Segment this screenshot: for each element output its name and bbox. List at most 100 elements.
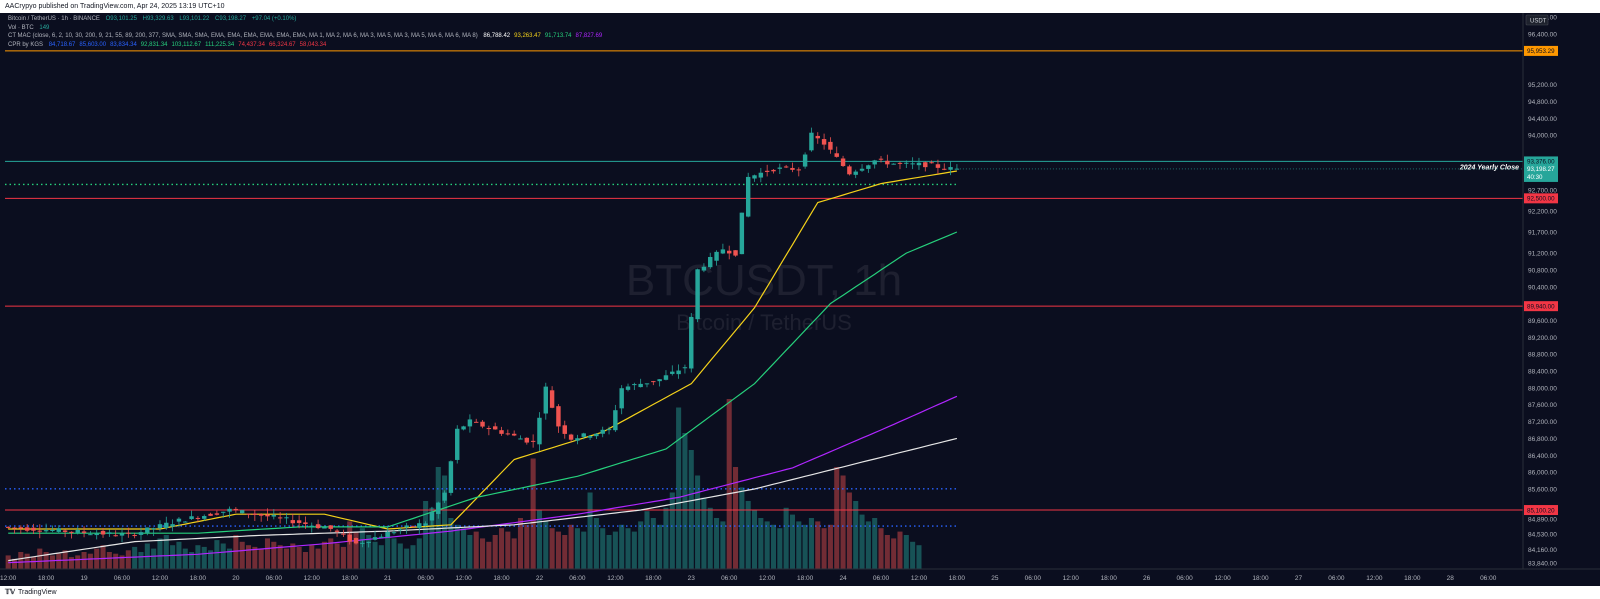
candle-body[interactable] bbox=[341, 533, 346, 535]
candle-body[interactable] bbox=[549, 390, 555, 408]
candle-body[interactable] bbox=[790, 167, 795, 170]
candle-body[interactable] bbox=[720, 249, 726, 254]
legend-mac-label[interactable]: CT MAC (close, 6, 2, 10, 30, 200, 9, 21,… bbox=[8, 33, 478, 39]
candle-body[interactable] bbox=[714, 251, 719, 261]
candle-body[interactable] bbox=[910, 163, 915, 165]
candle-body[interactable] bbox=[31, 527, 36, 531]
candle-body[interactable] bbox=[239, 510, 245, 514]
candle-body[interactable] bbox=[100, 530, 106, 535]
candle-body[interactable] bbox=[847, 166, 852, 175]
candle-body[interactable] bbox=[828, 141, 833, 150]
price-axis[interactable] bbox=[1523, 13, 1600, 586]
candle-body[interactable] bbox=[113, 535, 118, 537]
candle-body[interactable] bbox=[701, 266, 707, 271]
candle-body[interactable] bbox=[220, 511, 226, 513]
candle-body[interactable] bbox=[676, 370, 681, 375]
candle-body[interactable] bbox=[625, 386, 631, 390]
candle-body[interactable] bbox=[537, 417, 542, 445]
candle-body[interactable] bbox=[315, 524, 321, 529]
price-chart[interactable]: BTCUSDT, 1h Bitcoin / TetherUS 2024 Yearly… bbox=[0, 13, 1600, 586]
candle-body[interactable] bbox=[309, 525, 314, 527]
currency-selector[interactable] bbox=[1525, 14, 1549, 26]
candle-body[interactable] bbox=[885, 160, 890, 165]
candle-body[interactable] bbox=[189, 516, 194, 520]
candle-body[interactable] bbox=[404, 525, 409, 528]
candle-body[interactable] bbox=[138, 532, 144, 535]
candle-body[interactable] bbox=[651, 381, 656, 383]
candle-body[interactable] bbox=[815, 135, 820, 139]
candle-body[interactable] bbox=[208, 513, 213, 516]
candle-body[interactable] bbox=[271, 515, 277, 517]
candle-body[interactable] bbox=[195, 517, 201, 519]
currency-label[interactable]: USDT bbox=[1530, 19, 1547, 25]
candle-body[interactable] bbox=[524, 437, 530, 443]
candle-body[interactable] bbox=[24, 527, 30, 531]
candle-body[interactable] bbox=[556, 406, 561, 427]
candle-body[interactable] bbox=[81, 531, 87, 533]
candle-body[interactable] bbox=[878, 158, 884, 160]
candle-body[interactable] bbox=[214, 513, 220, 515]
candle-body[interactable] bbox=[802, 154, 808, 167]
candle-body[interactable] bbox=[904, 162, 909, 164]
candle-body[interactable] bbox=[923, 162, 928, 168]
candle-body[interactable] bbox=[752, 175, 757, 179]
legend-cpr-label[interactable]: CPR by KGS bbox=[8, 42, 44, 48]
candle-body[interactable] bbox=[366, 541, 371, 543]
candle-body[interactable] bbox=[505, 433, 511, 435]
candle-body[interactable] bbox=[62, 530, 68, 532]
candle-body[interactable] bbox=[581, 433, 586, 437]
candle-body[interactable] bbox=[176, 518, 182, 522]
candle-body[interactable] bbox=[202, 516, 207, 519]
candle-body[interactable] bbox=[473, 421, 479, 423]
candle-body[interactable] bbox=[69, 531, 74, 533]
candle-body[interactable] bbox=[43, 530, 49, 532]
candle-body[interactable] bbox=[132, 535, 137, 537]
candle-body[interactable] bbox=[891, 163, 896, 165]
candle-body[interactable] bbox=[764, 170, 770, 172]
candle-body[interactable] bbox=[606, 429, 612, 431]
candle-body[interactable] bbox=[594, 433, 599, 437]
candle-body[interactable] bbox=[821, 139, 827, 145]
candle-body[interactable] bbox=[530, 440, 536, 442]
candle-body[interactable] bbox=[296, 520, 302, 523]
candle-body[interactable] bbox=[398, 529, 403, 531]
candle-body[interactable] bbox=[916, 162, 922, 166]
candle-body[interactable] bbox=[461, 426, 466, 430]
candle-body[interactable] bbox=[372, 537, 378, 540]
candle-body[interactable] bbox=[771, 169, 776, 172]
candle-body[interactable] bbox=[145, 527, 150, 533]
candle-body[interactable] bbox=[657, 379, 662, 382]
candle-body[interactable] bbox=[543, 386, 549, 414]
candle-body[interactable] bbox=[492, 426, 498, 430]
candle-body[interactable] bbox=[246, 513, 251, 515]
candle-body[interactable] bbox=[277, 517, 283, 519]
candle-body[interactable] bbox=[423, 523, 428, 526]
candle-body[interactable] bbox=[853, 171, 858, 175]
candle-body[interactable] bbox=[347, 534, 352, 542]
candle-body[interactable] bbox=[562, 425, 567, 434]
candle-body[interactable] bbox=[619, 388, 624, 409]
candle-body[interactable] bbox=[929, 162, 934, 164]
candle-body[interactable] bbox=[37, 530, 43, 532]
candle-body[interactable] bbox=[480, 421, 485, 427]
candle-body[interactable] bbox=[183, 521, 188, 523]
candle-body[interactable] bbox=[866, 165, 871, 169]
candle-body[interactable] bbox=[334, 530, 340, 532]
candle-body[interactable] bbox=[455, 428, 460, 460]
candle-body[interactable] bbox=[745, 176, 751, 217]
candle-body[interactable] bbox=[783, 166, 789, 168]
candle-body[interactable] bbox=[75, 529, 80, 533]
candle-body[interactable] bbox=[157, 524, 163, 529]
candle-body[interactable] bbox=[499, 430, 504, 434]
candle-body[interactable] bbox=[632, 384, 637, 386]
candle-body[interactable] bbox=[518, 438, 523, 440]
candle-body[interactable] bbox=[777, 167, 783, 169]
candle-body[interactable] bbox=[126, 532, 131, 534]
legend-symbol[interactable]: Bitcoin / TetherUS · 1h · BINANCE bbox=[8, 16, 100, 22]
candle-body[interactable] bbox=[670, 371, 675, 374]
candle-body[interactable] bbox=[942, 168, 947, 170]
candle-body[interactable] bbox=[107, 532, 112, 534]
candle-body[interactable] bbox=[18, 527, 24, 529]
candle-body[interactable] bbox=[726, 250, 732, 254]
candle-body[interactable] bbox=[809, 132, 814, 151]
